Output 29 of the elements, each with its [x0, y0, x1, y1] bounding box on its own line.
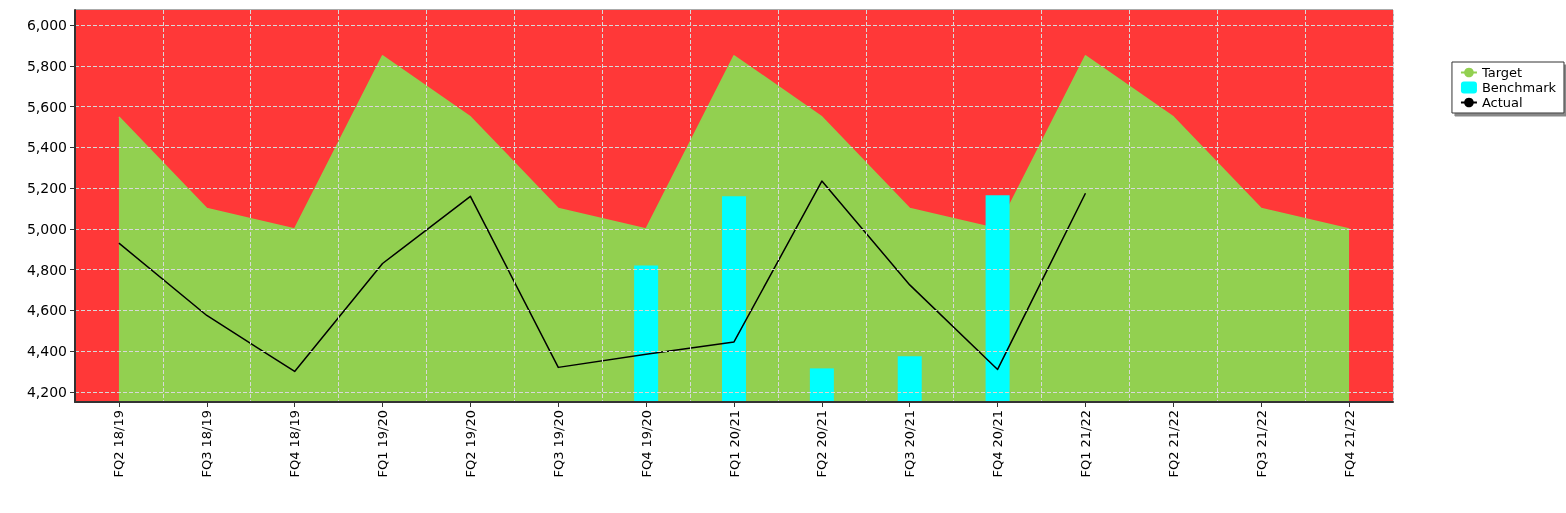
y-tick-label: 5,600	[26, 98, 67, 115]
legend-label: Target	[1480, 65, 1523, 80]
x-tick-label: FQ3 20/21	[902, 410, 918, 478]
legend-label: Benchmark	[1481, 80, 1557, 95]
y-tick-label: 4,600	[26, 302, 67, 319]
x-tick-label: FQ1 21/22	[1077, 410, 1093, 478]
y-tick-label: 5,800	[26, 58, 67, 74]
x-tick-label: FQ2 20/21	[814, 410, 830, 478]
x-tick-label: FQ1 20/21	[726, 410, 742, 478]
y-tick-label: 4,200	[26, 383, 67, 400]
x-tick-label: FQ4 20/21	[990, 410, 1006, 478]
x-tick-label: FQ4 18/19	[287, 410, 303, 478]
x-tick-label: FQ2 19/20	[462, 410, 478, 478]
x-tick-label: FQ3 18/19	[199, 410, 215, 478]
x-tick-label: FQ4 19/20	[638, 410, 654, 478]
legend-label: Actual	[1481, 95, 1523, 110]
y-tick-label: 4,400	[26, 343, 67, 360]
y-tick-label: 5,200	[26, 180, 67, 197]
x-tick-label: FQ3 19/20	[550, 410, 566, 478]
line-series	[118, 180, 1087, 373]
x-tick-label: FQ4 21/22	[1341, 410, 1357, 478]
x-tick-label: FQ2 18/19	[111, 410, 127, 478]
y-tick-label: 5,000	[26, 220, 67, 237]
y-tick-label: 6,000	[26, 17, 67, 34]
x-tick-label: FQ1 19/20	[375, 410, 391, 478]
x-tick-label: FQ2 21/22	[1165, 410, 1181, 478]
y-tick-label: 4,800	[26, 261, 67, 278]
x-tick-label: FQ3 21/22	[1253, 410, 1269, 478]
y-tick-label: 5,400	[26, 139, 67, 156]
